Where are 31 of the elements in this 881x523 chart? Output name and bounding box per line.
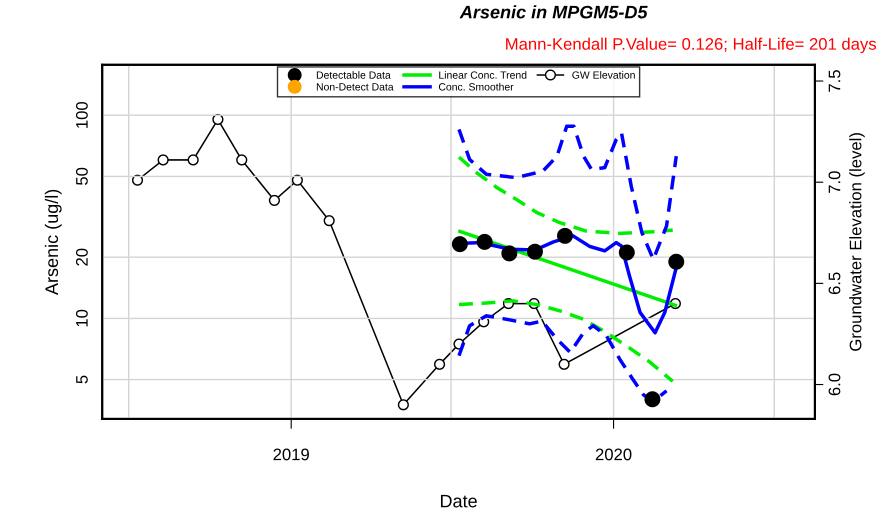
point	[476, 234, 493, 250]
legend-label: GW Elevation	[572, 71, 635, 79]
line-series	[457, 299, 674, 384]
y-tick-label: 5	[76, 376, 88, 384]
point	[501, 245, 518, 262]
point	[668, 254, 684, 270]
line-series	[457, 155, 674, 236]
point	[526, 244, 543, 260]
y2-tick-label: 7.0	[828, 171, 840, 193]
y-axis-title: Arsenic (ug/l)	[44, 190, 62, 296]
chart-title: Arsenic in MPGM5-D5	[460, 5, 648, 18]
y-tick-label: 10	[76, 310, 88, 326]
y2-tick-label: 7.5	[828, 70, 840, 92]
point	[644, 391, 660, 408]
y2-tick-label: 6.0	[828, 374, 840, 396]
legend-label: Detectable Data	[316, 71, 391, 79]
x-axis-title: Date	[440, 494, 477, 508]
point	[452, 236, 468, 252]
legend-label: Linear Conc. Trend	[439, 71, 526, 79]
x-tick-label: 2019	[274, 448, 309, 460]
x-tick-label: 2020	[596, 448, 632, 460]
y2-tick-label: 6.5	[828, 272, 840, 294]
legend-label: Non-Detect Data	[316, 83, 394, 91]
y-tick-label: 100	[76, 102, 88, 128]
y-tick-label: 20	[76, 248, 88, 266]
y-tick-label: 50	[76, 168, 88, 185]
point	[618, 244, 635, 260]
legend-label: Conc. Smoother	[438, 82, 514, 91]
chart-subtitle: Mann-Kendall P.Value= 0.126; Half-Life= 201 days	[506, 38, 876, 54]
point	[557, 228, 573, 244]
y2-axis-title: Groundwater Elevation (level)	[849, 133, 865, 351]
